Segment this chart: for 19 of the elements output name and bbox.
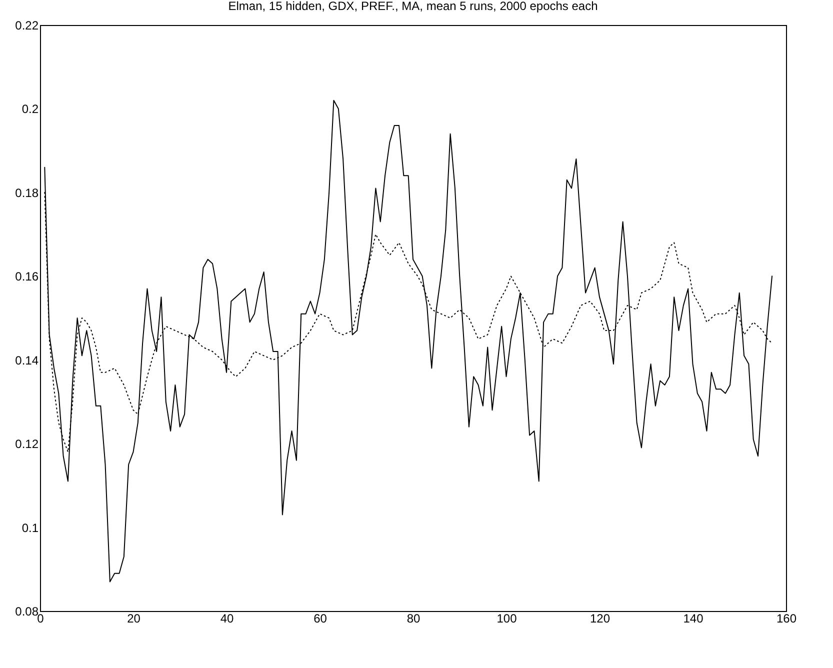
x-tick-label: 140	[683, 612, 704, 626]
x-tick-label: 60	[314, 612, 328, 626]
y-tick-label: 0.16	[15, 270, 39, 284]
x-tick-label: 0	[37, 612, 44, 626]
x-tick-label: 120	[590, 612, 610, 626]
chart-title: Elman, 15 hidden, GDX, PREF., MA, mean 5 runs, 2000 epochs each	[228, 0, 598, 13]
line-series	[44, 100, 773, 582]
y-tick-label: 0.18	[15, 186, 39, 200]
y-tick-label: 0.22	[15, 18, 39, 32]
x-tick-label: 100	[496, 612, 518, 626]
y-tick-label: 0.12	[15, 437, 39, 452]
y-tick-label: 0.2	[22, 102, 39, 116]
y-tick-label: 0.08	[15, 604, 39, 618]
x-tick-label: 80	[406, 612, 420, 626]
x-tick-label: 20	[127, 612, 141, 626]
y-tick-label: 0.1	[22, 520, 39, 535]
x-tick-label: 40	[220, 612, 234, 626]
y-tick-label: 0.14	[15, 353, 39, 368]
x-tick-label: 160	[776, 612, 797, 626]
